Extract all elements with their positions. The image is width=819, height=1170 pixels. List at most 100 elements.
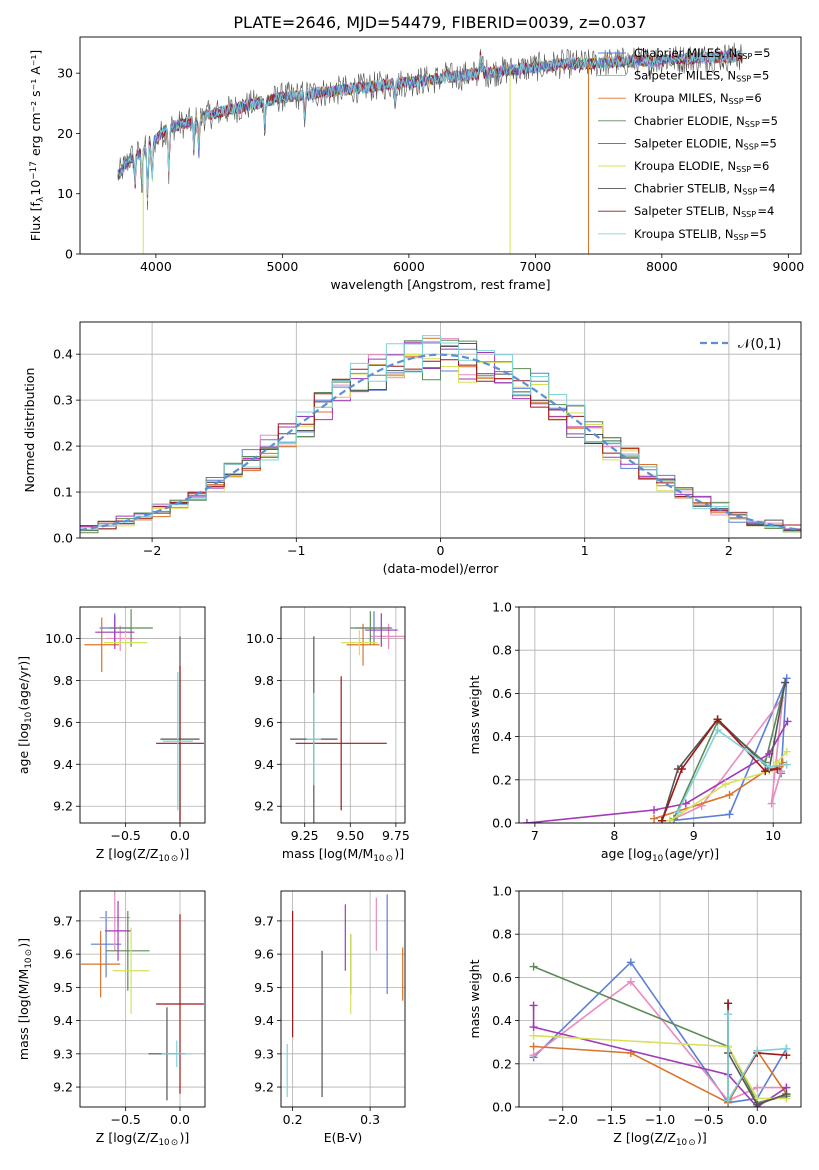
mass-weight-marker-2 [725, 790, 734, 799]
mass-weight-line-6 [661, 682, 786, 822]
mass-weight-marker-0 [725, 810, 734, 819]
legend-label: Chabrier STELIB, NSSP =4 [634, 182, 775, 197]
x-axis-label: age [log10 (age/yr)] [601, 846, 719, 864]
x-axis-label: Z [log(Z/Z10 ⊙ )] [96, 846, 189, 864]
x-axis-label: wavelength [Angstrom, rest frame] [330, 277, 550, 292]
legend-label: 𝒩(0,1) [738, 337, 781, 352]
y-tick-label: 1.0 [492, 600, 512, 615]
mass-vs-metallicity-panel: −0.5 0.0 9.2 9.3 9.4 9.5 9.6 9.7 Z [log(Z/Z10 ⊙ … [16, 890, 206, 1148]
mass-weight-marker-0 [782, 674, 791, 683]
x-axis-label: (data-model)/error [383, 561, 500, 576]
age-vs-mass-panel: 9.25 9.50 9.75 9.2 9.4 9.6 9.8 10.0 mass [log(M/… [246, 606, 410, 864]
y-tick-label: 0.2 [492, 1056, 512, 1071]
x-tick-label: −1.0 [645, 1112, 675, 1127]
normal-reference-curve [80, 353, 801, 531]
x-tick-label: 9.75 [382, 828, 410, 843]
x-tick-label: −1 [287, 543, 305, 558]
mass-weight-marker-5 [721, 780, 730, 789]
massweight-vs-metallicity-panel: −2.0 −1.5 −1.0 −0.5 0.0 0.0 0.2 0.4 0.6 0.8 1.0 Z [… [467, 884, 802, 1148]
mass-weight-marker-8 [724, 1010, 733, 1019]
residual-histogram-8 [80, 335, 801, 533]
plot-area [81, 891, 204, 1101]
legend-label: Chabrier MILES, NSSP =5 [634, 46, 770, 61]
y-tick-label: 9.3 [53, 1046, 73, 1061]
massweight-vs-age-panel: 7 8 9 10 0.0 0.2 0.4 0.6 0.8 1.0 age [log10 (age/y… [467, 600, 802, 864]
mass-weight-marker-8 [724, 1096, 733, 1105]
x-tick-label: 7 [531, 828, 539, 843]
y-tick-label: 9.4 [254, 757, 274, 772]
y-tick-label: 9.6 [53, 715, 73, 730]
mass-weight-marker-4 [650, 806, 659, 815]
y-tick-label: 9.3 [254, 1046, 274, 1061]
mass-weight-marker-7 [761, 767, 770, 776]
y-tick-label: 9.4 [53, 1013, 73, 1028]
x-tick-label: 8 [610, 828, 618, 843]
y-tick-label: 0.4 [53, 347, 73, 362]
y-tick-label: 1.0 [492, 884, 512, 899]
mass-weight-marker-3 [529, 962, 538, 971]
x-tick-label: 0.0 [170, 1112, 190, 1127]
legend-label: Salpeter ELODIE, NSSP =5 [634, 136, 777, 151]
model-spectrum-8 [117, 49, 743, 195]
x-tick-label: −0.5 [110, 828, 140, 843]
x-tick-label: 0 [437, 543, 445, 558]
x-tick-label: −2.0 [548, 1112, 578, 1127]
plot-area [529, 958, 791, 1107]
y-tick-label: 30 [57, 66, 73, 81]
mass-weight-marker-8 [753, 1046, 762, 1055]
y-tick-label: 0.8 [492, 927, 512, 942]
y-tick-label: 9.5 [53, 980, 73, 995]
y-tick-label: 0.6 [492, 686, 512, 701]
x-axis-label: Z [log(Z/Z10 ⊙ )] [613, 1130, 706, 1148]
legend-label: Salpeter MILES, NSSP =5 [634, 69, 769, 84]
y-axis-label: mass weight [467, 959, 482, 1038]
axes-frame [79, 606, 206, 824]
axes-frame [79, 321, 802, 539]
y-tick-label: 9.2 [254, 799, 274, 814]
x-tick-label: −0.5 [110, 1112, 140, 1127]
legend-label: Kroupa MILES, NSSP =6 [634, 91, 762, 106]
x-tick-label: 7000 [519, 259, 551, 274]
axes-frame [79, 890, 206, 1108]
mass-weight-marker-8 [713, 726, 722, 735]
plot-area [80, 335, 801, 534]
mass-weight-line-5 [533, 1034, 787, 1100]
mass-weight-marker-5 [529, 1031, 538, 1040]
x-tick-label: 9000 [772, 259, 804, 274]
y-tick-label: 0.4 [492, 729, 512, 744]
x-axis-label: Z [log(Z/Z10 ⊙ )] [96, 1130, 189, 1148]
y-tick-label: 9.2 [254, 1080, 274, 1095]
mass-weight-marker-7 [713, 715, 722, 724]
x-tick-label: 9.25 [291, 828, 319, 843]
mass-weight-line-8 [677, 728, 787, 813]
x-tick-label: −2 [143, 543, 161, 558]
mass-weight-marker-8 [765, 762, 774, 771]
y-tick-label: 0.4 [492, 1013, 512, 1028]
mass-weight-marker-0 [626, 958, 635, 967]
x-axis-label: E(B-V) [324, 1130, 363, 1145]
x-axis-label: mass [log(M/M10 ⊙ )] [282, 846, 404, 864]
x-tick-label: 5000 [266, 259, 298, 274]
mass-weight-marker-4 [522, 819, 531, 823]
mass-weight-marker-1 [529, 1051, 538, 1060]
y-tick-label: 9.2 [53, 1080, 73, 1095]
mass-weight-marker-1 [753, 1083, 762, 1092]
mass-weight-marker-2 [650, 814, 659, 823]
y-tick-label: 9.6 [254, 715, 274, 730]
x-tick-label: 0.3 [360, 1112, 380, 1127]
y-tick-label: 10.0 [45, 631, 73, 646]
mass-weight-line-0 [669, 677, 788, 822]
x-tick-label: 6000 [393, 259, 425, 274]
y-tick-label: 0.1 [53, 485, 73, 500]
mass-weight-marker-1 [626, 977, 635, 986]
legend-label: Salpeter STELIB, NSSP =4 [634, 204, 774, 219]
mass-weight-marker-4 [681, 799, 690, 808]
y-tick-label: 9.2 [53, 799, 73, 814]
y-tick-label: 9.4 [254, 1013, 274, 1028]
axes-frame [79, 36, 802, 255]
mass-weight-marker-7 [724, 999, 733, 1008]
y-tick-label: 0.2 [53, 439, 73, 454]
y-tick-label: 9.8 [53, 673, 73, 688]
mass-weight-marker-7 [677, 765, 686, 773]
y-tick-label: 0.2 [492, 772, 512, 787]
